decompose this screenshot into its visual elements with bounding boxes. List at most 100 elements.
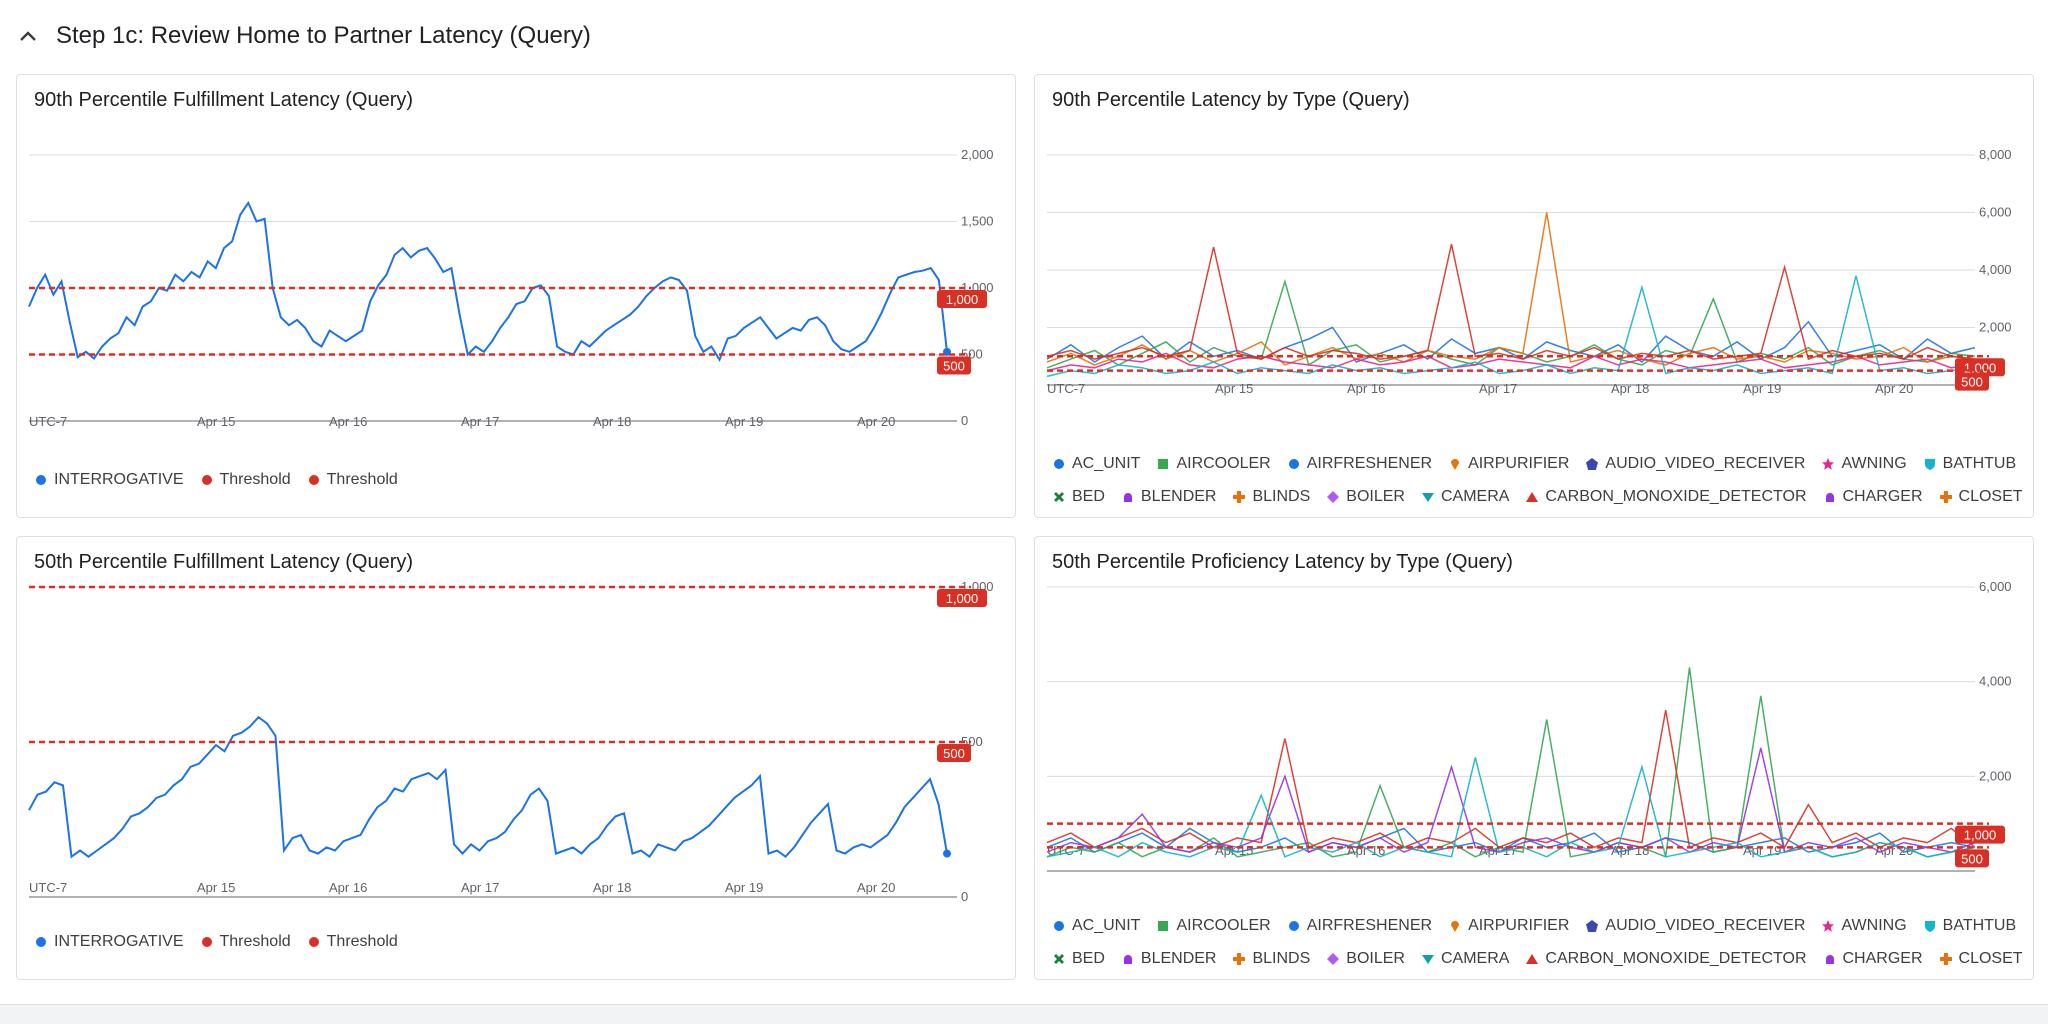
legend-label: AWNING [1841, 917, 1907, 934]
legend-item[interactable]: AIRFRESHENER [1287, 447, 1432, 480]
svg-text:1,000: 1,000 [1964, 828, 1997, 843]
cross-icon [1054, 491, 1064, 502]
series-line-carbon-monoxide-detector[interactable] [1046, 243, 1976, 361]
legend-item[interactable]: BED [1052, 480, 1105, 513]
legend-row: AC_UNIT AIRCOOLER AIRFRESHENER AIRPURIFIER A… [1052, 909, 2023, 942]
x-tick-label: Apr 19 [1743, 381, 1781, 396]
series-line-blender[interactable] [1046, 747, 1976, 854]
legend-label: Threshold [219, 471, 291, 488]
legend-item[interactable]: AC_UNIT [1052, 447, 1140, 480]
legend-item[interactable]: BED [1052, 942, 1105, 975]
chart-plot[interactable]: 0 500 1,000 UTC-7 Apr 15 Apr 16 Apr 17 Apr 18 Ap… [17, 579, 1017, 927]
legend-item[interactable]: CARBON_MONOXIDE_DETECTOR [1525, 942, 1807, 975]
legend-item[interactable]: BATHTUB [1923, 909, 2016, 942]
legend-item[interactable]: CAMERA [1421, 942, 1509, 975]
legend-item[interactable]: CARBON_MONOXIDE_DETECTOR [1525, 480, 1807, 513]
x-tick-label: Apr 18 [593, 414, 631, 429]
legend-label: CARBON_MONOXIDE_DETECTOR [1545, 950, 1807, 967]
chart-title: 50th Percentile Fulfillment Latency (Que… [34, 551, 414, 573]
legend-item[interactable]: BLENDER [1121, 480, 1216, 513]
pin-icon [1451, 458, 1460, 470]
chart-legend: AC_UNIT AIRCOOLER AIRFRESHENER AIRPURIFIER A… [1052, 447, 2023, 513]
chart-legend: INTERROGATIVE Threshold Threshold [34, 463, 1005, 496]
legend-label: AIRFRESHENER [1306, 917, 1433, 934]
x-tick-label: Apr 19 [725, 880, 763, 895]
legend-row: AC_UNIT AIRCOOLER AIRFRESHENER AIRPURIFIER A… [1052, 447, 2023, 480]
legend-item[interactable]: Threshold [200, 925, 291, 958]
threshold-badge: 1,000 [1955, 825, 2005, 844]
circle-icon [308, 474, 319, 485]
plus-icon [1939, 490, 1952, 503]
legend-item[interactable]: Threshold [200, 463, 291, 496]
legend-label: CHARGER [1842, 950, 1923, 967]
series-line-bathtub[interactable] [1046, 757, 1976, 858]
legend-item[interactable]: AIRFRESHENER [1287, 909, 1432, 942]
legend-item[interactable]: AWNING [1821, 909, 1907, 942]
legend-item[interactable]: CAMERA [1421, 480, 1509, 513]
legend-label: BLENDER [1140, 950, 1217, 967]
legend-item[interactable]: BLENDER [1121, 942, 1217, 975]
legend-item[interactable]: Threshold [307, 925, 398, 958]
x-tick-label: Apr 20 [857, 880, 895, 895]
y-tick-label: 6,000 [1979, 205, 2012, 220]
legend-item[interactable]: CLOSET [1939, 480, 2023, 513]
legend-item[interactable]: BLINDS [1232, 942, 1310, 975]
tri-down-icon [1421, 954, 1434, 964]
svg-text:500: 500 [1961, 375, 1983, 390]
legend-label: AWNING [1841, 455, 1907, 472]
series-line-ac-unit[interactable] [1046, 320, 1976, 363]
series-line-bathtub[interactable] [1046, 275, 1976, 378]
chart-plot[interactable]: 2,000 4,000 6,000 8,000 UTC-7 Apr 15 Apr 16 Apr… [1035, 125, 2035, 465]
x-tick-label: Apr 17 [461, 880, 499, 895]
legend-item[interactable]: AIRCOOLER [1156, 909, 1271, 942]
legend-item[interactable]: AIRCOOLER [1156, 447, 1271, 480]
series-line-ac-unit[interactable] [1046, 827, 1976, 853]
legend-item[interactable]: CHARGER [1823, 942, 1923, 975]
legend-item[interactable]: AUDIO_VIDEO_RECEIVER [1585, 447, 1805, 480]
chart-legend: AC_UNIT AIRCOOLER AIRFRESHENER AIRPURIFIER A… [1052, 909, 2023, 975]
x-tick-label: Apr 20 [1875, 381, 1913, 396]
chart-plot[interactable]: 0 500 1,000 1,500 2,000 UTC-7 Apr 15 Apr 16 Apr … [17, 125, 1017, 465]
plus-icon [1939, 952, 1952, 965]
series-line-interrogative[interactable] [28, 715, 948, 859]
series-line-aircooler[interactable] [1046, 667, 1976, 858]
bottom-bar [0, 1004, 2048, 1024]
legend-label: INTERROGATIVE [54, 471, 184, 488]
legend-label: Threshold [219, 933, 291, 950]
chart-panel-p50-fulfillment: 50th Percentile Fulfillment Latency (Que… [16, 536, 1016, 980]
legend-item[interactable]: AC_UNIT [1052, 909, 1140, 942]
circle-icon [1054, 458, 1064, 469]
bell-icon [1825, 492, 1834, 502]
legend-item[interactable]: INTERROGATIVE [34, 463, 184, 496]
threshold-badge: 500 [1955, 849, 1989, 868]
legend-item[interactable]: Threshold [307, 463, 398, 496]
series-line-airpurifier[interactable] [1046, 212, 1976, 366]
legend-item[interactable]: INTERROGATIVE [34, 925, 184, 958]
series-line-interrogative[interactable] [28, 200, 948, 363]
chevron-up-icon[interactable] [18, 26, 38, 46]
legend-label: BOILER [1346, 488, 1405, 505]
legend-item[interactable]: BOILER [1326, 480, 1405, 513]
legend-label: AUDIO_VIDEO_RECEIVER [1605, 917, 1806, 934]
series-line-carbon-monoxide-detector[interactable] [1046, 709, 1976, 849]
section-header[interactable]: Step 1c: Review Home to Partner Latency … [18, 18, 591, 54]
legend-item[interactable]: AWNING [1821, 447, 1907, 480]
legend-item[interactable]: CLOSET [1939, 942, 2023, 975]
legend-item[interactable]: BATHTUB [1923, 447, 2016, 480]
series-endpoint[interactable] [943, 849, 951, 858]
legend-item[interactable]: BLINDS [1232, 480, 1310, 513]
y-tick-label: 0 [961, 413, 968, 428]
y-tick-label: 2,000 [1979, 320, 2012, 335]
legend-item[interactable]: BOILER [1326, 942, 1405, 975]
legend-label: AIRPURIFIER [1468, 455, 1570, 472]
y-tick-label: 2,000 [1979, 768, 2012, 783]
legend-item[interactable]: AUDIO_VIDEO_RECEIVER [1585, 909, 1805, 942]
legend-label: AC_UNIT [1072, 917, 1141, 934]
legend-label: BATHTUB [1942, 455, 2017, 472]
legend-item[interactable]: AIRPURIFIER [1448, 909, 1569, 942]
legend-item[interactable]: AIRPURIFIER [1448, 447, 1569, 480]
legend-item[interactable]: CHARGER [1823, 480, 1923, 513]
threshold-badge: 1,000 [937, 589, 987, 607]
legend-label: BED [1072, 488, 1105, 505]
